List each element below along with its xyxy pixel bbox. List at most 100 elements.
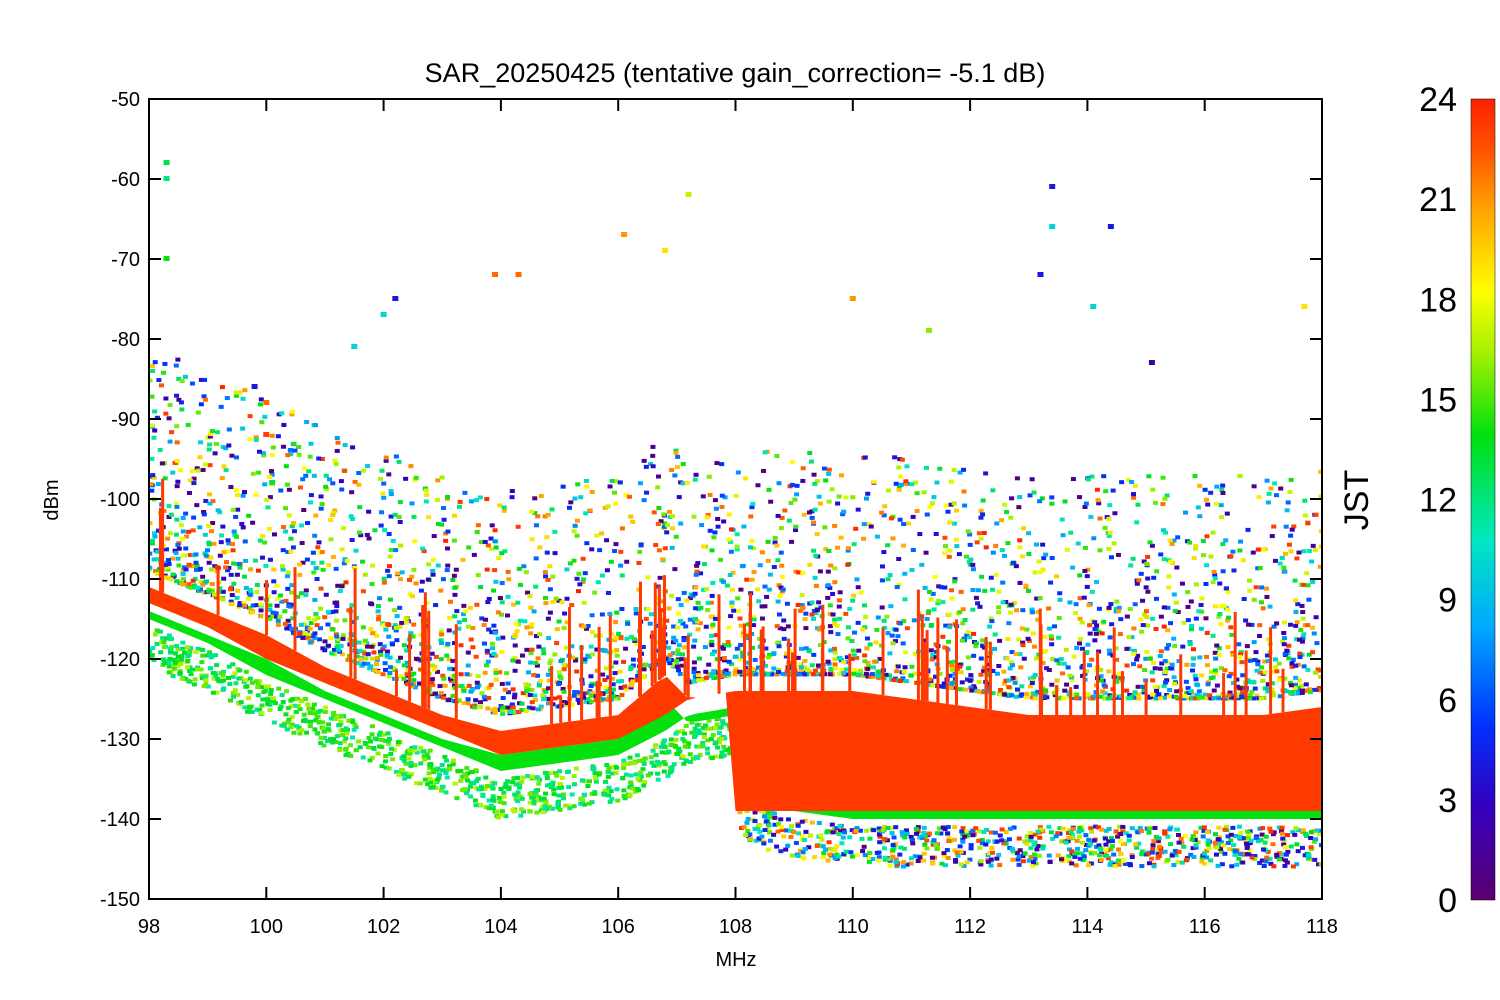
scatter-point [212, 451, 218, 456]
scatter-point [1107, 862, 1113, 867]
scatter-point [279, 411, 285, 416]
scatter-point [1040, 846, 1046, 851]
scatter-point [1296, 550, 1302, 555]
scatter-point [497, 503, 503, 508]
scatter-point [702, 723, 708, 728]
scatter-point [1057, 695, 1063, 700]
scatter-point [174, 484, 180, 489]
scatter-point [304, 719, 310, 724]
scatter-point [314, 731, 320, 736]
scatter-point [1158, 850, 1164, 855]
scatter-point [992, 646, 998, 651]
scatter-point [1016, 637, 1022, 642]
scatter-point [1315, 667, 1321, 672]
scatter-point [151, 475, 157, 480]
scatter-point [249, 680, 255, 685]
scatter-point [709, 755, 715, 760]
scatter-point [1266, 637, 1272, 642]
scatter-point [528, 605, 534, 610]
scatter-point [822, 525, 828, 530]
scatter-point [1183, 510, 1189, 515]
scatter-point [610, 771, 616, 776]
scatter-point [550, 599, 556, 604]
scatter-point [1174, 689, 1180, 694]
scatter-point [778, 817, 784, 822]
scatter-point [1145, 623, 1151, 628]
scatter-point [1115, 552, 1121, 557]
scatter-point [1274, 854, 1280, 859]
scatter-point [190, 667, 196, 672]
scatter-point [1215, 841, 1221, 846]
scatter-point [568, 500, 574, 505]
scatter-point [670, 651, 676, 656]
scatter-point [404, 620, 410, 625]
scatter-point [182, 374, 188, 379]
scatter-point [679, 663, 685, 668]
scatter-point [1070, 826, 1076, 831]
scatter-point [716, 740, 722, 745]
scatter-point [523, 570, 529, 575]
scatter-point [1293, 610, 1299, 615]
scatter-point [306, 706, 312, 711]
scatter-point [694, 569, 700, 574]
scatter-point [1118, 694, 1124, 699]
scatter-point [722, 748, 728, 753]
scatter-point [382, 528, 388, 533]
scatter-point [190, 528, 196, 533]
scatter-point [191, 682, 197, 687]
scatter-point [374, 633, 380, 638]
scatter-point [512, 633, 518, 638]
scatter-point [1271, 693, 1277, 698]
scatter-point [581, 792, 587, 797]
scatter-point [715, 745, 721, 750]
scatter-point [240, 426, 246, 431]
scatter-point [1029, 695, 1035, 700]
scatter-point [523, 709, 529, 714]
scatter-point [296, 562, 302, 567]
scatter-point [544, 776, 550, 781]
scatter-point [458, 768, 464, 773]
scatter-point [242, 705, 248, 710]
scatter-point [1265, 658, 1271, 663]
scatter-point [1079, 828, 1085, 833]
scatter-point [893, 857, 899, 862]
scatter-point [1056, 615, 1062, 620]
scatter-point [513, 796, 519, 801]
scatter-point [1165, 628, 1171, 633]
scatter-point [809, 663, 815, 668]
scatter-point [1118, 839, 1124, 844]
scatter-point [529, 774, 535, 779]
scatter-point [624, 636, 630, 641]
scatter-point [1286, 656, 1292, 661]
scatter-point [676, 746, 682, 751]
scatter-point [379, 745, 385, 750]
scatter-point [506, 577, 512, 582]
scatter-point [380, 491, 386, 496]
scatter-point [655, 777, 661, 782]
scatter-point [1317, 685, 1322, 690]
scatter-point [461, 603, 467, 608]
scatter-point [621, 766, 627, 771]
scatter-point [416, 681, 422, 686]
scatter-point [889, 831, 895, 836]
scatter-point [1001, 841, 1007, 846]
scatter-point [614, 648, 620, 653]
scatter-point [360, 649, 366, 654]
scatter-point [1052, 624, 1058, 629]
scatter-point [574, 533, 580, 538]
scatter-point [658, 519, 664, 524]
scatter-point [312, 727, 318, 732]
scatter-point [422, 486, 428, 491]
scatter-point [895, 664, 901, 669]
scatter-point [186, 562, 192, 567]
scatter-point [383, 765, 389, 770]
scatter-point [318, 606, 324, 611]
scatter-point [1106, 648, 1112, 653]
scatter-point [1281, 565, 1287, 570]
scatter-point [353, 725, 359, 730]
scatter-point [298, 699, 304, 704]
scatter-point [1226, 615, 1232, 620]
scatter-point [490, 794, 496, 799]
scatter-point [428, 763, 434, 768]
scatter-point [559, 785, 565, 790]
